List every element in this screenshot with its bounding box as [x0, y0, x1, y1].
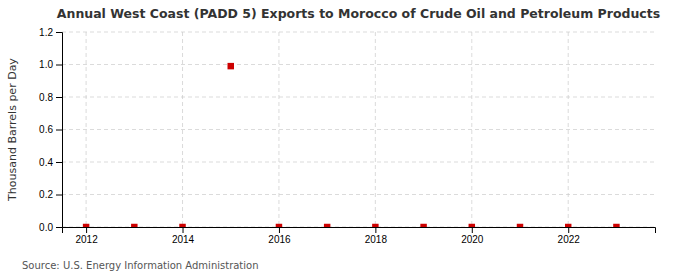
y-tick: 1.2 [39, 27, 62, 38]
x-tick-label: 2016 [268, 234, 291, 245]
point [469, 224, 475, 227]
y-tick-mark [56, 227, 62, 228]
y-tick-label: 0.8 [39, 92, 53, 103]
y-tick-label: 0.2 [39, 189, 53, 200]
y-grid-line [62, 129, 655, 130]
x-grid-line [182, 32, 183, 227]
y-tick-mark [56, 32, 62, 33]
x-tick: 2018 [365, 227, 388, 245]
point [324, 224, 330, 227]
x-grid-line [471, 32, 472, 227]
x-tick: 2022 [558, 227, 581, 245]
x-tick: 2020 [461, 227, 484, 245]
point [227, 63, 233, 69]
chart: 2012 2014 2016 2018 2020 2022 0.0 0.2 0.4 0.6 0.8 1… [0, 0, 675, 275]
plot: 2012 2014 2016 2018 2020 2022 0.0 0.2 0.4 0.6 0.8 1… [39, 27, 655, 245]
point [83, 224, 89, 227]
x-tick-mark [183, 227, 184, 233]
x-tick-label: 2022 [558, 234, 581, 245]
x-axis: 2012 2014 2016 2018 2020 2022 [63, 227, 656, 245]
y-grid-line [62, 64, 655, 65]
x-tick-label: 2020 [461, 234, 484, 245]
point [517, 224, 523, 227]
x-tick: 2016 [268, 227, 291, 245]
y-axis: 0.0 0.2 0.4 0.6 0.8 1.0 1.2 [39, 27, 62, 233]
title: Annual West Coast (PADD 5) Exports to Mo… [57, 6, 660, 21]
x-grid-line [86, 32, 87, 227]
source-note: Source: U.S. Energy Information Administ… [22, 260, 259, 271]
y-tick-label: 1.2 [39, 27, 53, 38]
y-grid-line [62, 162, 655, 163]
y-tick: 1.0 [39, 59, 62, 70]
y-tick: 0.0 [39, 222, 62, 233]
point [131, 224, 137, 227]
x-tick-label: 2012 [75, 234, 98, 245]
x-axis-line [63, 228, 656, 234]
y-tick-mark [56, 97, 62, 98]
x-tick-label: 2018 [365, 234, 388, 245]
y-grid-line [62, 194, 655, 195]
y-tick: 0.6 [39, 124, 62, 135]
point [613, 224, 619, 227]
x-grid-line [375, 32, 376, 227]
y-tick-mark [56, 162, 62, 163]
y-tick-label: 0.4 [39, 157, 53, 168]
x-tick: 2012 [75, 227, 98, 245]
y-tick-label: 0.0 [39, 222, 53, 233]
x-tick-mark [568, 227, 569, 233]
x-tick-label: 2014 [172, 234, 195, 245]
point [372, 224, 378, 227]
y-grid-line [62, 97, 655, 98]
point [420, 224, 426, 227]
y-tick: 0.4 [39, 157, 62, 168]
y-tick: 0.2 [39, 189, 62, 200]
point [276, 224, 282, 227]
x-grid-line [278, 32, 279, 227]
grid [62, 32, 655, 227]
y-tick-label: 0.6 [39, 124, 53, 135]
y-axis-title: Thousand Barrels per Day [6, 58, 19, 202]
y-tick-label: 1.0 [39, 59, 53, 70]
x-tick-mark [279, 227, 280, 233]
y-axis-line [56, 33, 63, 228]
y-grid-line [62, 32, 655, 33]
x-tick-mark [472, 227, 473, 233]
x-grid-line [568, 32, 569, 227]
y-tick-mark [56, 130, 62, 131]
y-tick: 0.8 [39, 92, 62, 103]
x-tick-mark [86, 227, 87, 233]
y-tick-mark [56, 195, 62, 196]
points [83, 63, 620, 227]
x-tick-mark [375, 227, 376, 233]
x-tick: 2014 [172, 227, 195, 245]
point [565, 224, 571, 227]
y-tick-mark [56, 65, 62, 66]
point [179, 224, 185, 227]
